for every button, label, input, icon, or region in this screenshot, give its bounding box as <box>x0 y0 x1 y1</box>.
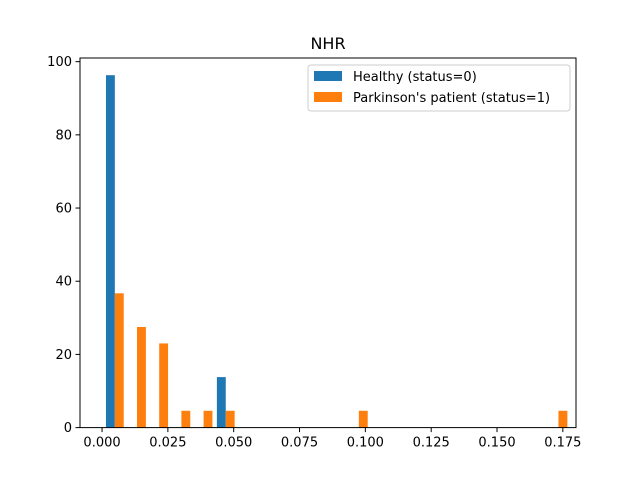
y-tick-label: 0 <box>64 421 72 436</box>
y-tick-label: 60 <box>55 202 72 217</box>
bar-healthy-bin-0 <box>105 75 115 428</box>
plot-frame <box>79 57 577 429</box>
axes <box>79 57 577 429</box>
x-tick-label: 0.025 <box>149 436 186 451</box>
chart-title: NHR <box>310 34 345 53</box>
ticks: 0.000 0.025 0.050 0.075 0.100 0.125 0.150 0.175… <box>47 55 581 450</box>
legend-label-healthy: Healthy (status=0) <box>353 70 477 85</box>
bar-parkinsons-bin-5 <box>225 410 235 428</box>
x-tick-label: 0.050 <box>215 436 252 451</box>
legend-swatch-healthy <box>314 71 342 81</box>
bar-parkinsons-bin-11 <box>358 410 368 428</box>
legend-box <box>307 64 571 112</box>
y-tick-label: 80 <box>55 128 72 143</box>
bars <box>105 75 568 428</box>
y-tick-label: 20 <box>55 348 72 363</box>
bar-parkinsons-bin-4 <box>203 410 213 428</box>
legend: Healthy (status=0) Parkinson's patient (… <box>307 64 571 112</box>
bar-parkinsons-bin-1 <box>137 326 146 428</box>
x-tick-label: 0.125 <box>413 436 450 451</box>
y-tick-label: 100 <box>47 55 72 70</box>
x-tick-label: 0.075 <box>281 436 318 451</box>
y-tick-label: 40 <box>55 275 72 290</box>
bar-healthy-bin-5 <box>216 377 226 428</box>
bar-parkinsons-bin-3 <box>181 410 191 428</box>
legend-label-parkinsons: Parkinson's patient (status=1) <box>353 91 550 106</box>
bar-parkinsons-bin-20 <box>558 410 568 428</box>
bar-parkinsons-bin-0 <box>114 293 124 428</box>
x-tick-label: 0.175 <box>544 436 581 451</box>
x-tick-label: 0.000 <box>83 436 120 451</box>
x-tick-label: 0.150 <box>478 436 515 451</box>
x-tick-label: 0.100 <box>347 436 384 451</box>
bar-parkinsons-bin-2 <box>159 343 169 428</box>
legend-swatch-parkinsons <box>314 92 342 102</box>
